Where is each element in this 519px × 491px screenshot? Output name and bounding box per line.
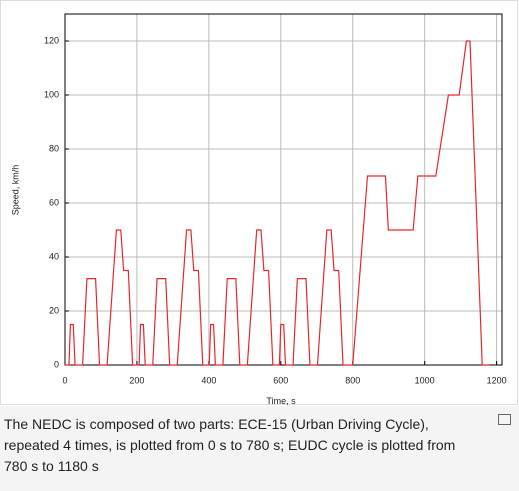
y-tick-label: 40 (49, 251, 59, 261)
caption-text: The NEDC is composed of two parts: ECE-1… (4, 416, 456, 474)
y-tick-label: 20 (49, 305, 59, 315)
x-tick-label: 1200 (487, 375, 507, 385)
y-tick-label: 80 (49, 143, 59, 153)
x-tick-label: 1000 (415, 375, 435, 385)
caption: The NEDC is composed of two parts: ECE-1… (0, 406, 519, 491)
plot-area (64, 13, 503, 366)
speed-line (65, 40, 490, 366)
x-tick-label: 600 (273, 375, 288, 385)
y-tick-label: 0 (54, 359, 59, 369)
x-tick-label: 200 (129, 375, 144, 385)
y-tick-label: 60 (49, 197, 59, 207)
x-tick-label: 400 (201, 375, 216, 385)
y-axis-label: Speed, km/h (10, 165, 20, 216)
y-tick-label: 120 (44, 35, 59, 45)
x-tick-label: 800 (345, 375, 360, 385)
x-tick-label: 0 (62, 375, 67, 385)
y-tick-label: 100 (44, 89, 59, 99)
expand-icon[interactable] (498, 414, 511, 425)
x-axis-label: Time, s (266, 396, 296, 406)
